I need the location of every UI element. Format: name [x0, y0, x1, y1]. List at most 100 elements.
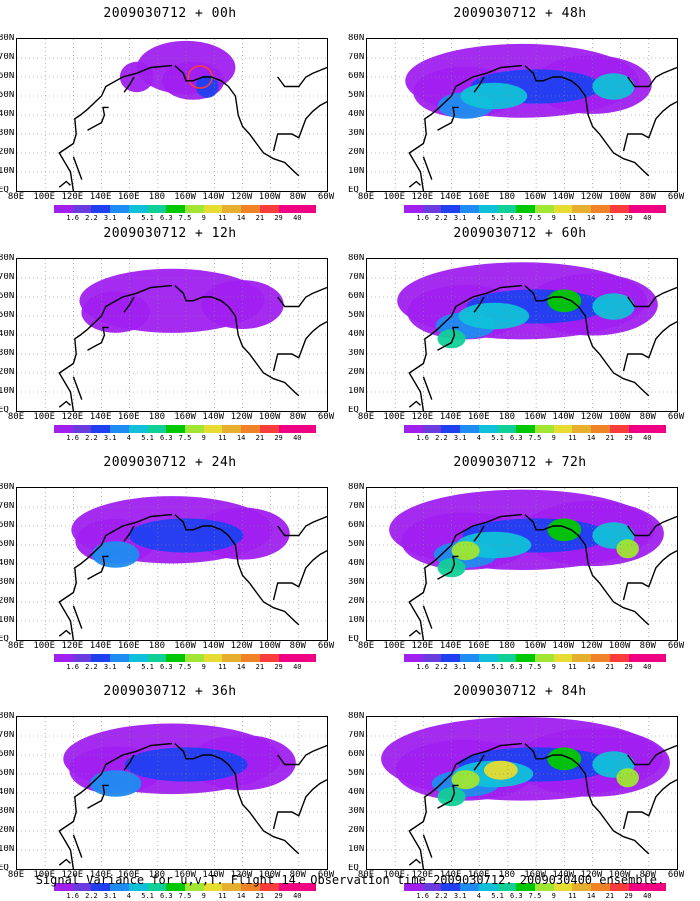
- colorbar-swatch: [128, 205, 148, 213]
- colorbar-swatch: [441, 425, 461, 433]
- colorbar-swatch: [166, 425, 186, 433]
- colorbar-swatch: [647, 654, 667, 662]
- coastline: [622, 779, 677, 830]
- coastline: [272, 101, 327, 152]
- coastline: [422, 834, 433, 858]
- coastline: [277, 286, 327, 308]
- longitude-label: 120E: [411, 641, 434, 651]
- colorbar-labels: 1.6 2.2 3.1 4 5.1 6.3 7.5 9 11 14 21 29 40: [404, 664, 666, 672]
- longitude-label: 80W: [289, 641, 306, 651]
- colorbar-label: 21: [605, 214, 615, 222]
- latitude-label: 70N: [0, 53, 15, 62]
- longitude-label: 100E: [33, 870, 56, 880]
- colorbar-swatch: [609, 883, 629, 891]
- latitude-label: 20N: [0, 597, 15, 606]
- coastline: [437, 326, 459, 351]
- colorbar-swatch: [535, 205, 554, 213]
- longitude-label: 140E: [439, 192, 462, 202]
- longitude-label: 60W: [667, 870, 685, 880]
- colorbar-swatch: [535, 883, 554, 891]
- colorbar-label: 3.1: [453, 214, 467, 222]
- longitude-label: 80W: [639, 870, 656, 880]
- colorbar-swatch: [591, 205, 610, 213]
- colorbar: [54, 883, 317, 891]
- colorbar-label: 29: [624, 214, 633, 222]
- latitude-label: 80N: [0, 712, 15, 721]
- colorbar-label: 5.1: [491, 434, 504, 442]
- colorbar-swatch: [516, 425, 536, 433]
- longitude-label: 60W: [317, 641, 335, 651]
- colorbar-label: 6.3: [159, 434, 173, 442]
- colorbar-label: 7.5: [178, 892, 192, 900]
- colorbar-label: 21: [605, 663, 615, 671]
- colorbar-swatch: [297, 654, 317, 662]
- colorbar-label: 1.6: [66, 214, 80, 222]
- latitude-label: 80N: [348, 712, 365, 721]
- colorbar-label: 11: [568, 214, 577, 222]
- colorbar-label: 7.5: [528, 663, 542, 671]
- coastline: [524, 285, 650, 397]
- coastline: [622, 321, 677, 372]
- latitude-label: EQ: [0, 186, 9, 195]
- latitude-label: 50N: [348, 91, 365, 100]
- coastline: [174, 65, 300, 177]
- latitude-label: 50N: [0, 769, 15, 778]
- map-field: [17, 259, 327, 411]
- latitude-label: 80N: [0, 254, 15, 263]
- longitude-label: 80W: [289, 192, 306, 202]
- colorbar-swatch: [553, 205, 573, 213]
- colorbar-label: 5.1: [491, 663, 504, 671]
- colorbar-label: 40: [643, 434, 652, 442]
- variance-region: [547, 747, 582, 771]
- colorbar-label: 14: [586, 434, 596, 442]
- longitude-label: 100W: [608, 870, 631, 880]
- colorbar-swatch: [222, 883, 242, 891]
- colorbar-label: 14: [586, 663, 596, 671]
- coastline: [422, 156, 433, 180]
- colorbar: [54, 205, 317, 213]
- map-panel: 2009030712 + 60h 80N 70N 60N 50N 40N 30N 20N 10N…: [348, 226, 690, 442]
- latitude-label: 10N: [348, 616, 365, 625]
- colorbar: [404, 425, 667, 433]
- longitude-label: 120W: [230, 412, 253, 422]
- colorbar-labels: 1.6 2.2 3.1 4 5.1 6.3 7.5 9 11 14 21 29 40: [54, 435, 316, 443]
- coastline: [58, 629, 71, 637]
- colorbar-swatch: [110, 654, 129, 662]
- variance-region: [437, 329, 466, 349]
- colorbar-label: 9: [201, 214, 206, 222]
- colorbar-swatch: [591, 425, 610, 433]
- latitude-label: 70N: [348, 502, 365, 511]
- latitude-label: 30N: [348, 129, 365, 138]
- longitude-label: 60W: [317, 412, 335, 422]
- longitude-label: 140W: [552, 412, 575, 422]
- colorbar-label: 6.3: [509, 434, 523, 442]
- variance-region: [91, 541, 140, 568]
- colorbar-swatch: [572, 654, 592, 662]
- latitude-label: 10N: [348, 845, 365, 854]
- colorbar-label: 2.2: [435, 663, 448, 671]
- map-field: [17, 717, 327, 869]
- longitude-label: 120W: [580, 192, 603, 202]
- coastline: [437, 784, 459, 809]
- colorbar-label: 6.3: [159, 214, 173, 222]
- colorbar-swatch: [241, 654, 260, 662]
- latitude-label: 70N: [348, 273, 365, 282]
- variance-region: [124, 747, 248, 782]
- longitude-label: 100E: [383, 412, 406, 422]
- colorbar-label: 40: [293, 663, 302, 671]
- longitude-label: 120E: [61, 870, 84, 880]
- longitude-label: 180: [498, 192, 516, 202]
- longitude-label: 80E: [357, 870, 375, 880]
- colorbar-swatch: [110, 205, 129, 213]
- longitude-label: 140E: [89, 412, 112, 422]
- longitude-label: 160E: [117, 870, 140, 880]
- latitude-label: EQ: [348, 635, 359, 644]
- coastline: [437, 555, 459, 580]
- coastline: [123, 754, 135, 771]
- colorbar-label: 3.1: [103, 892, 117, 900]
- latitude-label: 30N: [0, 349, 15, 358]
- longitude-label: 120W: [580, 870, 603, 880]
- colorbar-label: 4: [476, 214, 481, 222]
- colorbar-label: 3.1: [103, 214, 117, 222]
- colorbar-label: 4: [126, 892, 131, 900]
